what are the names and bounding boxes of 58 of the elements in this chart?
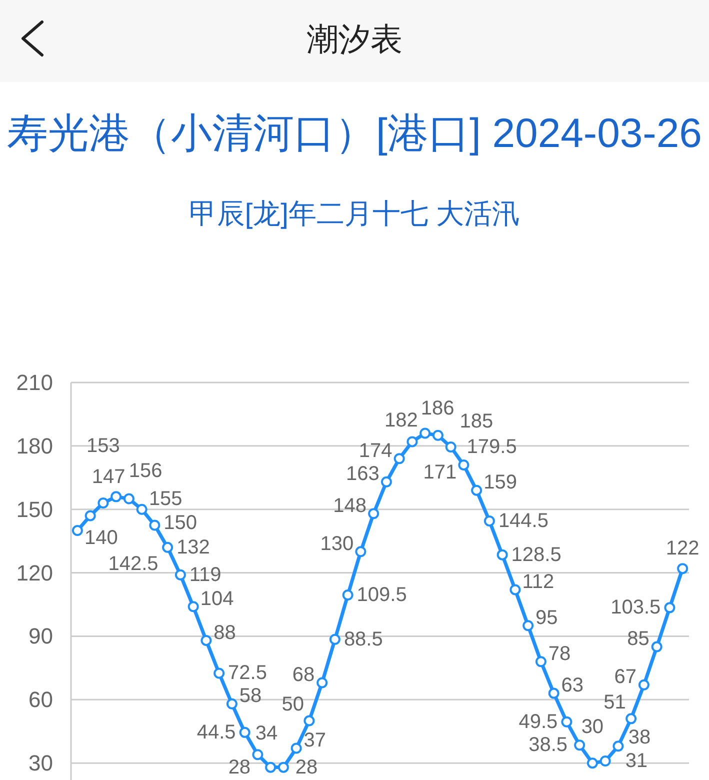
data-label: 186 <box>420 397 454 420</box>
title: 寿光港（小清河口）[港口] 2024-03-26 <box>7 110 702 156</box>
y-tick-label: 210 <box>16 370 53 395</box>
y-tick-label: 120 <box>16 560 53 586</box>
data-label: 103.5 <box>610 596 661 619</box>
data-label: 148 <box>333 494 367 517</box>
data-label: 104 <box>200 588 234 610</box>
data-label: 144.5 <box>498 510 548 532</box>
data-label: 163 <box>346 463 380 486</box>
data-label: 85 <box>627 628 650 650</box>
data-label: 30 <box>581 716 604 738</box>
data-label: 68 <box>292 664 315 686</box>
y-tick-label: 180 <box>16 433 53 458</box>
data-label: 156 <box>128 460 162 482</box>
data-label: 153 <box>86 435 120 458</box>
data-label: 109.5 <box>356 584 407 606</box>
data-label: 174 <box>358 440 392 462</box>
data-label: 112 <box>522 571 554 594</box>
data-label: 122 <box>666 538 700 560</box>
data-label: 28 <box>228 756 251 778</box>
data-label: 38 <box>628 726 651 748</box>
data-label: 31 <box>625 750 648 772</box>
data-label: 50 <box>282 694 304 716</box>
data-label: 49.5 <box>518 710 558 733</box>
y-tick-label: 30 <box>28 750 53 776</box>
data-label: 140 <box>84 527 118 550</box>
data-label: 58 <box>239 685 262 708</box>
data-label: 63 <box>561 674 584 697</box>
annotation: 潮汐表 <box>306 21 402 57</box>
data-label: 119 <box>189 564 222 586</box>
data-label: 179.5 <box>466 436 517 458</box>
y-tick-label: 60 <box>28 687 53 712</box>
y-tick-label: 150 <box>16 496 53 522</box>
data-label: 28 <box>295 756 318 778</box>
data-label: 185 <box>460 410 494 433</box>
data-label: 44.5 <box>196 721 236 744</box>
data-label: 34 <box>255 722 278 744</box>
y-tick-label: 90 <box>28 624 53 649</box>
data-label: 72.5 <box>228 662 267 684</box>
data-label: 88 <box>214 622 236 644</box>
data-label: 38.5 <box>528 734 568 756</box>
data-label: 171 <box>423 462 457 484</box>
data-label: 78 <box>548 642 571 665</box>
data-label: 128.5 <box>511 544 562 566</box>
data-label: 130 <box>320 533 354 555</box>
data-label: 37 <box>304 730 326 752</box>
data-label: 150 <box>164 512 198 534</box>
data-label: 132 <box>176 536 210 558</box>
data-label: 67 <box>614 666 636 688</box>
data-label: 51 <box>604 691 626 714</box>
data-label: 147 <box>92 466 126 488</box>
data-label: 142.5 <box>108 553 158 576</box>
data-label: 182 <box>384 409 418 432</box>
data-label: 95 <box>536 607 558 629</box>
data-label: 88.5 <box>344 628 383 650</box>
data-label: 159 <box>484 472 517 494</box>
subtitle: 甲辰[龙]年二月十七 大活汛 <box>188 198 520 229</box>
data-label: 155 <box>148 488 182 510</box>
